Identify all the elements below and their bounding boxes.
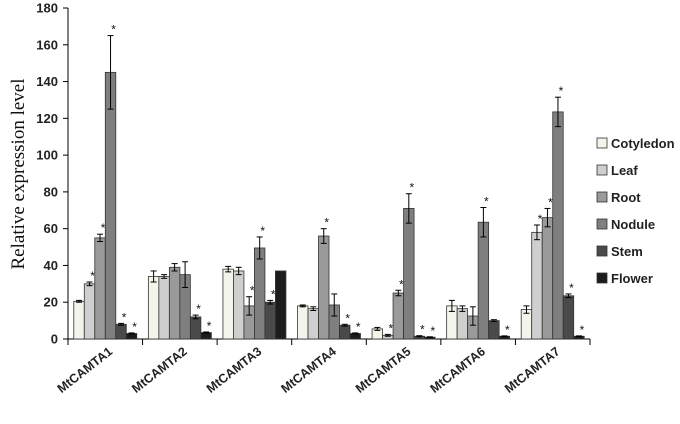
- significance-star-MtCAMTA3-Stem: *: [271, 287, 276, 301]
- bar-MtCAMTA2-Leaf: [158, 276, 170, 340]
- bar-MtCAMTA5-Root: [392, 292, 404, 340]
- significance-star-MtCAMTA7-Leaf: *: [538, 212, 543, 226]
- legend-swatch-nodule: [596, 218, 608, 230]
- significance-star-MtCAMTA5-Stem: *: [420, 323, 425, 337]
- bar-MtCAMTA4-Stem: [339, 324, 351, 340]
- y-tick-label-120: 120: [36, 111, 58, 126]
- significance-star-MtCAMTA1-Root: *: [101, 221, 106, 235]
- significance-star-MtCAMTA5-Leaf: *: [388, 321, 393, 335]
- legend-label-leaf: Leaf: [611, 163, 638, 178]
- bar-MtCAMTA3-Flower: [275, 270, 287, 340]
- significance-star-MtCAMTA2-Stem: *: [196, 302, 201, 316]
- significance-star-MtCAMTA1-Nodule: *: [111, 23, 116, 37]
- legend: Cotyledon Leaf Root Nodule Stem Flower: [596, 136, 675, 286]
- significance-star-MtCAMTA4-Stem: *: [345, 311, 350, 325]
- significance-star-MtCAMTA7-Flower: *: [580, 323, 585, 337]
- bar-MtCAMTA6-Leaf: [456, 308, 469, 340]
- significance-star-MtCAMTA1-Flower: *: [132, 320, 137, 334]
- bar-MtCAMTA4-Root: [318, 235, 330, 340]
- legend-swatch-root: [596, 191, 608, 203]
- y-tick-label-180: 180: [36, 1, 58, 16]
- significance-star-MtCAMTA1-Leaf: *: [90, 269, 95, 283]
- x-tick-label-MtCAMTA2: MtCAMTA2: [129, 344, 189, 396]
- bar-MtCAMTA7-Stem: [562, 295, 575, 340]
- bar-MtCAMTA7-Leaf: [531, 231, 543, 340]
- significance-star-MtCAMTA4-Flower: *: [356, 320, 361, 334]
- x-tick-label-MtCAMTA3: MtCAMTA3: [204, 344, 264, 396]
- y-axis-label: Relative expression level: [8, 79, 29, 270]
- legend-label-flower: Flower: [611, 271, 653, 286]
- bar-MtCAMTA3-Stem: [264, 301, 276, 340]
- legend-swatch-stem: [596, 245, 608, 257]
- significance-star-MtCAMTA3-Root: *: [250, 284, 255, 298]
- y-tick-label-40: 40: [44, 258, 58, 273]
- significance-star-MtCAMTA6-Nodule: *: [484, 195, 489, 209]
- significance-star-MtCAMTA3-Nodule: *: [260, 224, 265, 238]
- bar-MtCAMTA3-Leaf: [233, 270, 245, 340]
- significance-star-MtCAMTA5-Nodule: *: [409, 181, 414, 195]
- significance-star-MtCAMTA2-Flower: *: [207, 319, 212, 333]
- x-tick-label-MtCAMTA4: MtCAMTA4: [278, 344, 338, 396]
- bar-MtCAMTA3-Cotyledon: [222, 268, 234, 340]
- y-tick-label-20: 20: [44, 295, 58, 310]
- bar-MtCAMTA4-Cotyledon: [297, 305, 309, 340]
- significance-star-MtCAMTA5-Flower: *: [430, 324, 435, 338]
- y-tick-label-0: 0: [51, 332, 58, 347]
- significance-star-MtCAMTA6-Flower: *: [505, 323, 510, 337]
- legend-swatch-flower: [596, 272, 608, 284]
- bar-MtCAMTA1-Leaf: [83, 283, 96, 340]
- bars-group: * * * * * * * * * * * * * * * * * * * * * * * * *: [73, 23, 585, 340]
- bar-MtCAMTA2-Stem: [189, 316, 202, 340]
- x-tick-label-MtCAMTA1: MtCAMTA1: [55, 344, 115, 396]
- significance-star-MtCAMTA5-Root: *: [399, 277, 404, 291]
- legend-swatch-cotyledon: [596, 137, 608, 149]
- x-tick-label-MtCAMTA5: MtCAMTA5: [353, 344, 413, 396]
- y-tick-label-60: 60: [44, 221, 58, 236]
- bar-MtCAMTA1-Root: [94, 237, 106, 340]
- significance-star-MtCAMTA1-Stem: *: [122, 310, 127, 324]
- y-tick-label-160: 160: [36, 37, 58, 52]
- legend-swatch-leaf: [596, 164, 608, 176]
- legend-label-nodule: Nodule: [611, 217, 655, 232]
- bar-MtCAMTA1-Stem: [115, 323, 127, 340]
- bar-MtCAMTA2-Root: [168, 266, 181, 340]
- bar-MtCAMTA1-Nodule: [104, 71, 117, 340]
- legend-label-root: Root: [611, 190, 641, 205]
- x-tick-label-MtCAMTA6: MtCAMTA6: [428, 344, 488, 396]
- bar-MtCAMTA7-Cotyledon: [520, 309, 533, 340]
- bar-MtCAMTA5-Nodule: [403, 208, 415, 340]
- significance-star-MtCAMTA7-Root: *: [548, 195, 553, 209]
- y-tick-label-100: 100: [36, 148, 58, 163]
- significance-star-MtCAMTA7-Nodule: *: [559, 84, 564, 98]
- bar-MtCAMTA6-Stem: [488, 320, 500, 340]
- bar-MtCAMTA4-Leaf: [307, 308, 319, 340]
- legend-label-stem: Stem: [611, 244, 643, 259]
- y-tick-label-80: 80: [44, 184, 58, 199]
- x-tick-label-MtCAMTA7: MtCAMTA7: [502, 344, 562, 396]
- bar-MtCAMTA2-Cotyledon: [147, 276, 160, 340]
- y-tick-label-140: 140: [36, 74, 58, 89]
- bar-MtCAMTA7-Nodule: [552, 111, 564, 340]
- legend-label-cotyledon: Cotyledon: [611, 136, 675, 151]
- bar-MtCAMTA1-Cotyledon: [73, 300, 85, 340]
- significance-star-MtCAMTA4-Root: *: [324, 216, 329, 230]
- significance-star-MtCAMTA7-Stem: *: [569, 281, 574, 295]
- bar-MtCAMTA7-Root: [541, 217, 554, 340]
- bar-MtCAMTA6-Nodule: [477, 221, 490, 340]
- bar-MtCAMTA3-Nodule: [254, 247, 266, 340]
